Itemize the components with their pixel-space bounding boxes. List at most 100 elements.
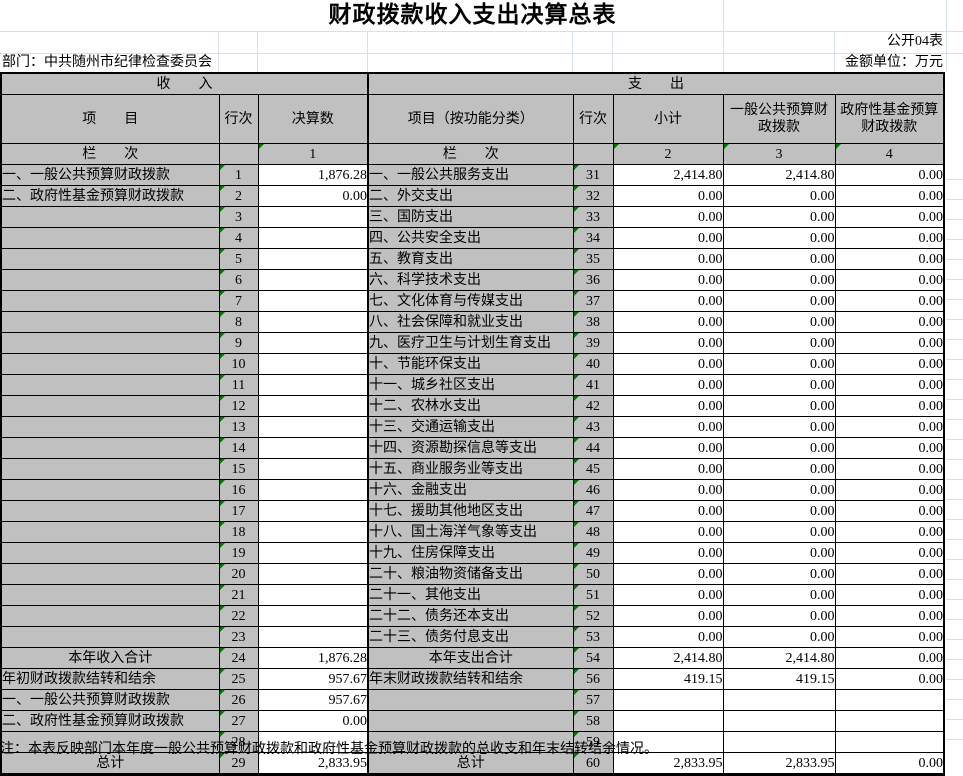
income-value-cell[interactable] bbox=[257, 416, 369, 438]
income-value-cell[interactable]: 957.67 bbox=[257, 689, 369, 711]
expense-row-cell[interactable]: 45 bbox=[572, 458, 614, 480]
expense-item-cell[interactable]: 十七、援助其他地区支出 bbox=[367, 500, 574, 522]
expense-item-cell[interactable]: 六、科学技术支出 bbox=[367, 269, 574, 291]
gov-fund-cell[interactable]: 0.00 bbox=[834, 437, 945, 459]
gov-fund-cell[interactable]: 0.00 bbox=[834, 311, 945, 333]
income-item-cell[interactable] bbox=[0, 416, 220, 438]
income-row-cell[interactable]: 27 bbox=[218, 710, 259, 732]
expense-item-cell[interactable]: 年末财政拨款结转和结余 bbox=[367, 668, 574, 690]
income-item-cell[interactable] bbox=[0, 332, 220, 354]
expense-row-cell[interactable]: 38 bbox=[572, 311, 614, 333]
subtotal-cell[interactable]: 0.00 bbox=[612, 500, 724, 522]
subtotal-cell[interactable]: 0.00 bbox=[612, 605, 724, 627]
col-header-general-budget[interactable]: 一般公共预算财政拨款 bbox=[722, 94, 836, 144]
subtotal-cell[interactable] bbox=[612, 689, 724, 711]
income-row-cell[interactable]: 12 bbox=[218, 395, 259, 417]
income-value-cell[interactable] bbox=[257, 521, 369, 543]
income-row-cell[interactable]: 23 bbox=[218, 626, 259, 648]
expense-row-cell[interactable]: 51 bbox=[572, 584, 614, 606]
expense-item-cell[interactable]: 十九、住房保障支出 bbox=[367, 542, 574, 564]
expense-item-cell[interactable]: 十、节能环保支出 bbox=[367, 353, 574, 375]
subtotal-cell[interactable]: 0.00 bbox=[612, 416, 724, 438]
income-value-cell[interactable] bbox=[257, 227, 369, 249]
subtotal-cell[interactable]: 2,414.80 bbox=[612, 647, 724, 669]
expense-row-cell[interactable]: 48 bbox=[572, 521, 614, 543]
income-row-cell[interactable]: 11 bbox=[218, 374, 259, 396]
income-item-cell[interactable] bbox=[0, 479, 220, 501]
expense-row-cell[interactable]: 31 bbox=[572, 164, 614, 186]
general-budget-cell[interactable]: 2,414.80 bbox=[722, 647, 836, 669]
subtotal-cell[interactable]: 0.00 bbox=[612, 584, 724, 606]
gov-fund-cell[interactable]: 0.00 bbox=[834, 605, 945, 627]
expense-row-cell[interactable]: 58 bbox=[572, 710, 614, 732]
expense-item-cell[interactable]: 七、文化体育与传媒支出 bbox=[367, 290, 574, 312]
col-header-final-amount[interactable]: 决算数 bbox=[257, 94, 369, 144]
subtotal-cell[interactable]: 0.00 bbox=[612, 437, 724, 459]
gov-fund-cell[interactable]: 0.00 bbox=[834, 185, 945, 207]
income-item-cell[interactable] bbox=[0, 269, 220, 291]
expense-item-cell[interactable]: 五、教育支出 bbox=[367, 248, 574, 270]
gov-fund-cell[interactable] bbox=[834, 710, 945, 732]
expense-row-cell[interactable]: 49 bbox=[572, 542, 614, 564]
income-item-cell[interactable] bbox=[0, 374, 220, 396]
gov-fund-cell[interactable]: 0.00 bbox=[834, 542, 945, 564]
gov-fund-cell[interactable]: 0.00 bbox=[834, 584, 945, 606]
subtotal-cell[interactable]: 0.00 bbox=[612, 185, 724, 207]
expense-item-cell[interactable]: 十二、农林水支出 bbox=[367, 395, 574, 417]
gov-fund-cell[interactable]: 0.00 bbox=[834, 521, 945, 543]
gov-fund-cell[interactable]: 0.00 bbox=[834, 395, 945, 417]
income-row-cell[interactable]: 26 bbox=[218, 689, 259, 711]
expense-item-cell[interactable]: 三、国防支出 bbox=[367, 206, 574, 228]
income-value-cell[interactable] bbox=[257, 353, 369, 375]
subtotal-cell[interactable]: 0.00 bbox=[612, 227, 724, 249]
income-row-cell[interactable]: 20 bbox=[218, 563, 259, 585]
gov-fund-cell[interactable]: 0.00 bbox=[834, 164, 945, 186]
lane-index-2[interactable]: 2 bbox=[612, 143, 724, 165]
col-header-item[interactable]: 项 目 bbox=[0, 94, 220, 144]
expense-row-cell[interactable]: 47 bbox=[572, 500, 614, 522]
expense-row-cell[interactable]: 52 bbox=[572, 605, 614, 627]
income-item-cell[interactable] bbox=[0, 395, 220, 417]
gov-fund-cell[interactable]: 0.00 bbox=[834, 563, 945, 585]
col-header-subtotal[interactable]: 小计 bbox=[612, 94, 724, 144]
gov-fund-cell[interactable]: 0.00 bbox=[834, 332, 945, 354]
subtotal-cell[interactable] bbox=[612, 731, 724, 753]
subtotal-cell[interactable]: 0.00 bbox=[612, 626, 724, 648]
income-value-cell[interactable] bbox=[257, 269, 369, 291]
general-budget-cell[interactable] bbox=[722, 710, 836, 732]
general-budget-cell[interactable]: 0.00 bbox=[722, 185, 836, 207]
income-value-cell[interactable] bbox=[257, 248, 369, 270]
income-row-cell[interactable]: 1 bbox=[218, 164, 259, 186]
income-item-cell[interactable] bbox=[0, 290, 220, 312]
lane-index-4[interactable]: 4 bbox=[834, 143, 945, 165]
income-item-cell[interactable]: 二、政府性基金预算财政拨款 bbox=[0, 710, 220, 732]
income-value-cell[interactable]: 1,876.28 bbox=[257, 647, 369, 669]
gov-fund-cell[interactable]: 0.00 bbox=[834, 626, 945, 648]
expense-row-cell[interactable]: 40 bbox=[572, 353, 614, 375]
subtotal-cell[interactable]: 0.00 bbox=[612, 332, 724, 354]
expense-item-cell[interactable]: 十一、城乡社区支出 bbox=[367, 374, 574, 396]
income-item-cell[interactable] bbox=[0, 500, 220, 522]
gov-fund-cell[interactable]: 0.00 bbox=[834, 206, 945, 228]
subtotal-cell[interactable]: 0.00 bbox=[612, 269, 724, 291]
general-budget-cell[interactable]: 0.00 bbox=[722, 311, 836, 333]
general-budget-cell[interactable]: 0.00 bbox=[722, 479, 836, 501]
expense-item-cell[interactable]: 八、社会保障和就业支出 bbox=[367, 311, 574, 333]
general-budget-cell[interactable]: 419.15 bbox=[722, 668, 836, 690]
income-value-cell[interactable]: 0.00 bbox=[257, 185, 369, 207]
gov-fund-cell[interactable]: 0.00 bbox=[834, 248, 945, 270]
expense-row-cell[interactable]: 35 bbox=[572, 248, 614, 270]
income-value-cell[interactable] bbox=[257, 311, 369, 333]
income-value-cell[interactable] bbox=[257, 374, 369, 396]
expense-row-cell[interactable]: 44 bbox=[572, 437, 614, 459]
general-budget-cell[interactable]: 0.00 bbox=[722, 227, 836, 249]
subtotal-cell[interactable]: 0.00 bbox=[612, 290, 724, 312]
income-value-cell[interactable] bbox=[257, 290, 369, 312]
subtotal-cell[interactable]: 0.00 bbox=[612, 248, 724, 270]
expense-item-cell[interactable]: 十三、交通运输支出 bbox=[367, 416, 574, 438]
expense-row-cell[interactable]: 43 bbox=[572, 416, 614, 438]
gov-fund-cell[interactable]: 0.00 bbox=[834, 227, 945, 249]
income-value-cell[interactable] bbox=[257, 563, 369, 585]
income-item-cell[interactable] bbox=[0, 458, 220, 480]
expense-item-cell[interactable]: 四、公共安全支出 bbox=[367, 227, 574, 249]
